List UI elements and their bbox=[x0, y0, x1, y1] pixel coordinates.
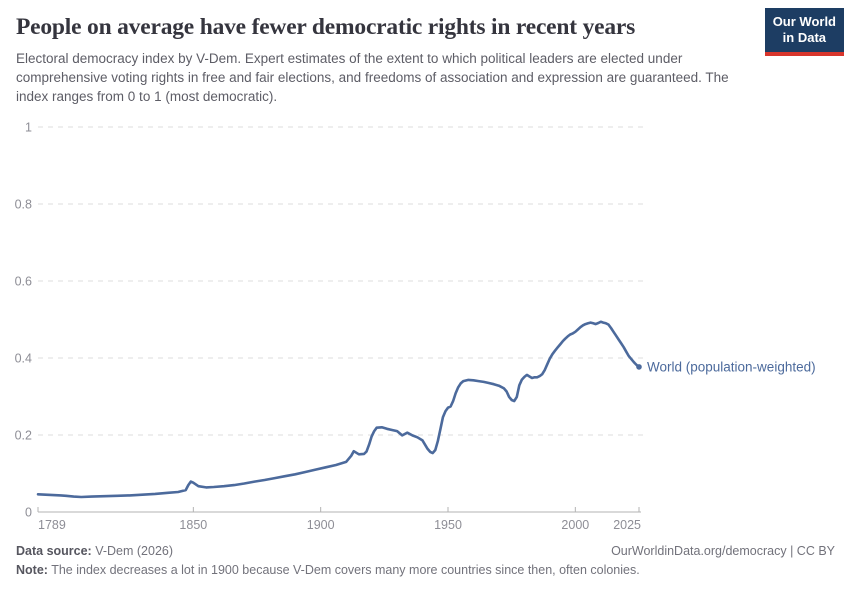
x-tick-label: 1950 bbox=[434, 518, 462, 532]
x-tick-label: 2000 bbox=[561, 518, 589, 532]
line-end-dot bbox=[636, 364, 642, 370]
owid-logo-line2: in Data bbox=[782, 30, 827, 46]
x-tick-label: 1900 bbox=[307, 518, 335, 532]
y-tick-label: 0.4 bbox=[15, 352, 32, 366]
y-tick-label: 0.2 bbox=[15, 429, 32, 443]
note-value: The index decreases a lot in 1900 becaus… bbox=[47, 563, 640, 577]
owid-logo: Our World in Data bbox=[764, 8, 844, 56]
series-label: World (population-weighted) bbox=[647, 359, 816, 374]
y-tick-label: 1 bbox=[25, 121, 32, 135]
data-source-label: Data source: bbox=[16, 544, 92, 558]
y-tick-label: 0.6 bbox=[15, 275, 32, 289]
world-line[interactable] bbox=[36, 320, 641, 499]
chart-note: Note: The index decreases a lot in 1900 … bbox=[16, 563, 835, 577]
y-tick-label: 0 bbox=[25, 506, 32, 520]
x-tick-label: 1789 bbox=[38, 518, 66, 532]
data-source-value: V-Dem (2026) bbox=[91, 544, 174, 558]
chart-subtitle: Electoral democracy index by V-Dem. Expe… bbox=[16, 51, 729, 105]
x-tick-label: 1850 bbox=[179, 518, 207, 532]
chart-header: People on average have fewer democratic … bbox=[16, 14, 750, 106]
note-label: Note: bbox=[16, 563, 48, 577]
owid-link[interactable]: OurWorldinData.org/democracy | CC BY bbox=[611, 544, 835, 558]
data-source: Data source: V-Dem (2026) bbox=[16, 544, 173, 558]
chart-footer: Data source: V-Dem (2026) OurWorldinData… bbox=[16, 544, 835, 577]
page-title: People on average have fewer democratic … bbox=[16, 14, 636, 40]
chart-canvas[interactable]: 0 0.2 0.4 0.6 0.8 1 1789 1850 1900 1950 2000 2025 Wo… bbox=[0, 110, 850, 550]
owid-logo-line1: Our World bbox=[772, 14, 836, 29]
x-tick-label: 2025 bbox=[613, 518, 641, 532]
line-chart-svg[interactable]: 0 0.2 0.4 0.6 0.8 1 1789 1850 1900 1950 2000 2025 Wo… bbox=[0, 110, 850, 550]
y-tick-label: 0.8 bbox=[15, 198, 32, 212]
